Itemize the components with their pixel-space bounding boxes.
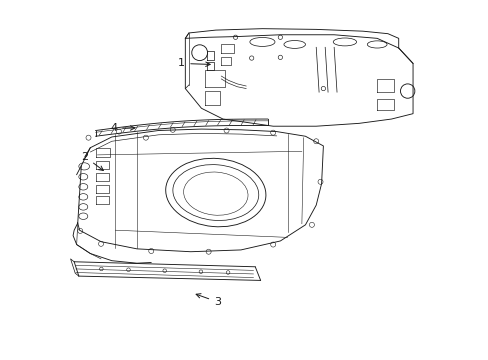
Text: 2: 2 (81, 152, 103, 171)
Text: 4: 4 (110, 123, 135, 133)
Text: 3: 3 (196, 294, 221, 307)
Text: 1: 1 (178, 58, 210, 68)
